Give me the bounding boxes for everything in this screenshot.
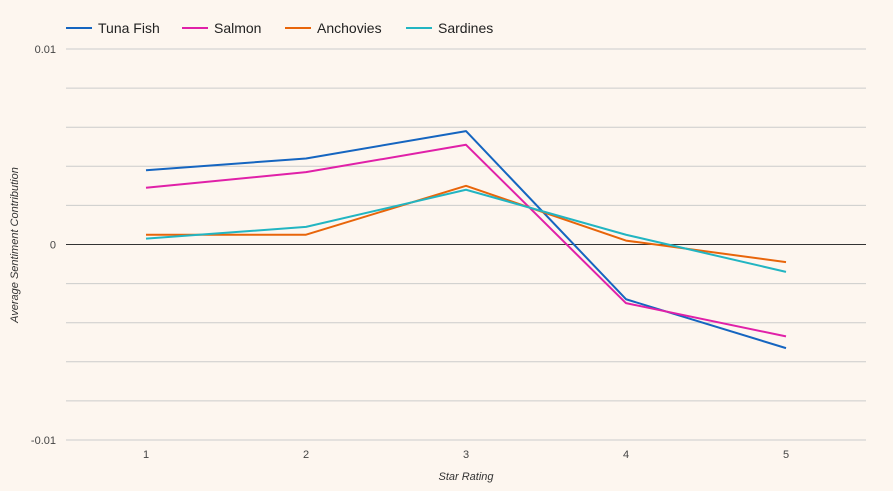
legend-label-sardines: Sardines	[438, 20, 493, 36]
x-tick-label: 3	[463, 449, 469, 461]
y-tick-label: -0.01	[31, 435, 56, 447]
x-tick-label: 4	[623, 449, 629, 461]
x-tick-label: 1	[143, 449, 149, 461]
y-tick-label: 0.01	[35, 44, 56, 56]
x-tick-label: 2	[303, 449, 309, 461]
x-axis-ticks: 1 2 3 4 5	[143, 449, 789, 461]
legend-label-salmon: Salmon	[214, 20, 261, 36]
series-line-sardines	[145, 188, 787, 273]
y-axis-ticks: 0.01 0 -0.01	[31, 44, 56, 447]
series-lines	[145, 130, 787, 350]
y-tick-label: 0	[50, 240, 56, 252]
x-tick-label: 5	[783, 449, 789, 461]
x-axis-title: Star Rating	[438, 471, 494, 483]
series-line-tuna-fish	[145, 130, 787, 350]
legend: Tuna Fish Salmon Anchovies Sardines	[66, 20, 493, 36]
legend-label-tuna-fish: Tuna Fish	[98, 20, 160, 36]
y-axis-title: Average Sentiment Contribution	[9, 167, 21, 324]
series-line-salmon	[145, 143, 787, 338]
series-line-anchovies	[146, 184, 787, 264]
legend-label-anchovies: Anchovies	[317, 20, 382, 36]
